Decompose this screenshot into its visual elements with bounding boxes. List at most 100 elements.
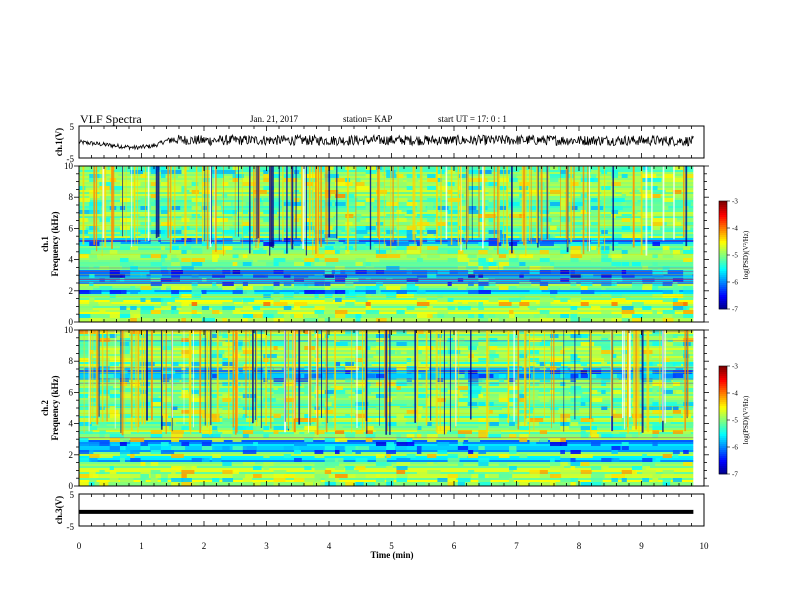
spectrogram-cell xyxy=(601,390,606,394)
spectrogram-cell xyxy=(683,246,691,250)
colorbar-segment xyxy=(719,243,727,246)
spectrogram-cell xyxy=(427,462,434,466)
spectrogram-cell xyxy=(396,414,405,418)
spectrogram-cell xyxy=(212,454,221,458)
spectrogram-cell xyxy=(478,358,488,362)
spectrogram-cell xyxy=(406,246,420,250)
spectrogram-cell xyxy=(427,234,434,238)
spectrogram-cell xyxy=(396,246,411,250)
spectrogram-cell xyxy=(601,434,614,438)
y-tick-label: 6 xyxy=(69,223,74,233)
spectrogram-cell xyxy=(519,426,531,430)
spectrogram-cell xyxy=(273,314,286,318)
spectrogram-cell xyxy=(160,234,170,238)
spectrogram-cell xyxy=(580,290,595,294)
spectrogram-cell xyxy=(109,274,123,278)
spectrogram-cell xyxy=(355,298,368,302)
colorbar-segment xyxy=(719,277,727,280)
spectrogram-cell xyxy=(191,310,197,314)
y-tick-label: 8 xyxy=(69,192,74,202)
spectrogram-cell xyxy=(89,274,95,278)
spectrogram-cell xyxy=(324,194,331,198)
spectrogram-cell xyxy=(89,226,98,230)
spectrogram-cell xyxy=(457,482,465,486)
spectrogram-cell xyxy=(416,242,422,246)
spectrogram-cell xyxy=(375,458,387,462)
spectrogram-cell xyxy=(631,242,642,246)
spectrogram-cell xyxy=(406,250,421,254)
spectrogram-cell xyxy=(334,466,345,470)
spectrogram-cell xyxy=(212,274,226,278)
spectrogram-cell xyxy=(427,438,437,442)
spectrogram-cell xyxy=(119,258,129,262)
spectrogram-cell xyxy=(324,438,339,442)
spectrogram-cell xyxy=(191,398,205,402)
colorbar-segment xyxy=(719,422,727,425)
colorbar-segment xyxy=(719,223,727,226)
spectrogram-cell xyxy=(683,218,695,222)
spectrogram-cell xyxy=(498,474,513,478)
spectrogram-cell xyxy=(355,394,365,398)
spectrogram-cell xyxy=(683,302,688,306)
spectrogram-cell xyxy=(355,446,370,450)
colorbar-segment xyxy=(719,416,727,419)
spectrogram-cell xyxy=(498,250,509,254)
colorbar-segment xyxy=(719,372,727,375)
spectrogram-cell xyxy=(273,302,288,306)
spectrogram-cell xyxy=(498,354,510,358)
spectrogram-cell xyxy=(273,426,287,430)
spectrogram-cell xyxy=(222,410,232,414)
spectrogram-cell xyxy=(79,254,89,258)
spectrogram-cell xyxy=(478,426,490,430)
spectrogram-cell xyxy=(601,282,615,286)
spectrogram-cell xyxy=(621,194,626,198)
spectrogram-cell xyxy=(478,262,492,266)
spectrogram-cell xyxy=(253,258,258,262)
colorbar-segment xyxy=(719,394,727,397)
spectrogram-cell xyxy=(652,482,663,486)
spectrogram-cell xyxy=(601,214,611,218)
spectrogram-cell xyxy=(683,250,697,254)
spectrogram-cell xyxy=(201,434,213,438)
spectrogram-cell xyxy=(171,286,186,290)
spectrogram-cell xyxy=(416,450,422,454)
colorbar-segment xyxy=(719,456,727,459)
spectrogram-cell xyxy=(672,338,685,342)
spectrogram-cell xyxy=(171,422,177,426)
spectrogram-cell xyxy=(416,446,422,450)
spectrogram-cell xyxy=(683,274,693,278)
spectrogram-cell xyxy=(232,174,244,178)
spectrogram-cell xyxy=(263,238,272,242)
spectrogram-cell xyxy=(468,170,483,174)
spectrogram-cell xyxy=(468,374,479,378)
x-tick-label: 8 xyxy=(577,541,582,551)
spectrogram-cell xyxy=(550,290,558,294)
spectrogram-cell xyxy=(283,410,295,414)
spectrogram-cell xyxy=(160,442,169,446)
spectrogram-cell xyxy=(396,474,408,478)
spectrogram-cell xyxy=(601,182,607,186)
spectrogram-cell xyxy=(212,430,218,434)
spectrogram-cell xyxy=(457,174,468,178)
spectrogram-cell xyxy=(222,418,236,422)
spectrogram-cell xyxy=(253,274,266,278)
colorbar-segment xyxy=(719,207,727,210)
spectrogram-cell xyxy=(140,478,146,482)
spectrogram-cell xyxy=(109,190,124,194)
spectrogram-cell xyxy=(416,470,429,474)
spectrogram-cell xyxy=(601,362,607,366)
spectrogram-cell xyxy=(242,282,248,286)
spectrogram-cell xyxy=(304,314,319,318)
spectrogram-cell xyxy=(519,422,528,426)
spectrogram-cell xyxy=(611,474,625,478)
spectrogram-cell xyxy=(334,202,346,206)
spectrogram-cell xyxy=(171,398,180,402)
spectrogram-cell xyxy=(396,222,410,226)
spectrogram-cell xyxy=(672,306,687,310)
spectrogram-cell xyxy=(242,350,255,354)
spectrogram-cell xyxy=(365,306,372,310)
spectrogram-cell xyxy=(652,310,657,314)
spectrogram-cell xyxy=(539,210,550,214)
spectrogram-cell xyxy=(488,374,494,378)
